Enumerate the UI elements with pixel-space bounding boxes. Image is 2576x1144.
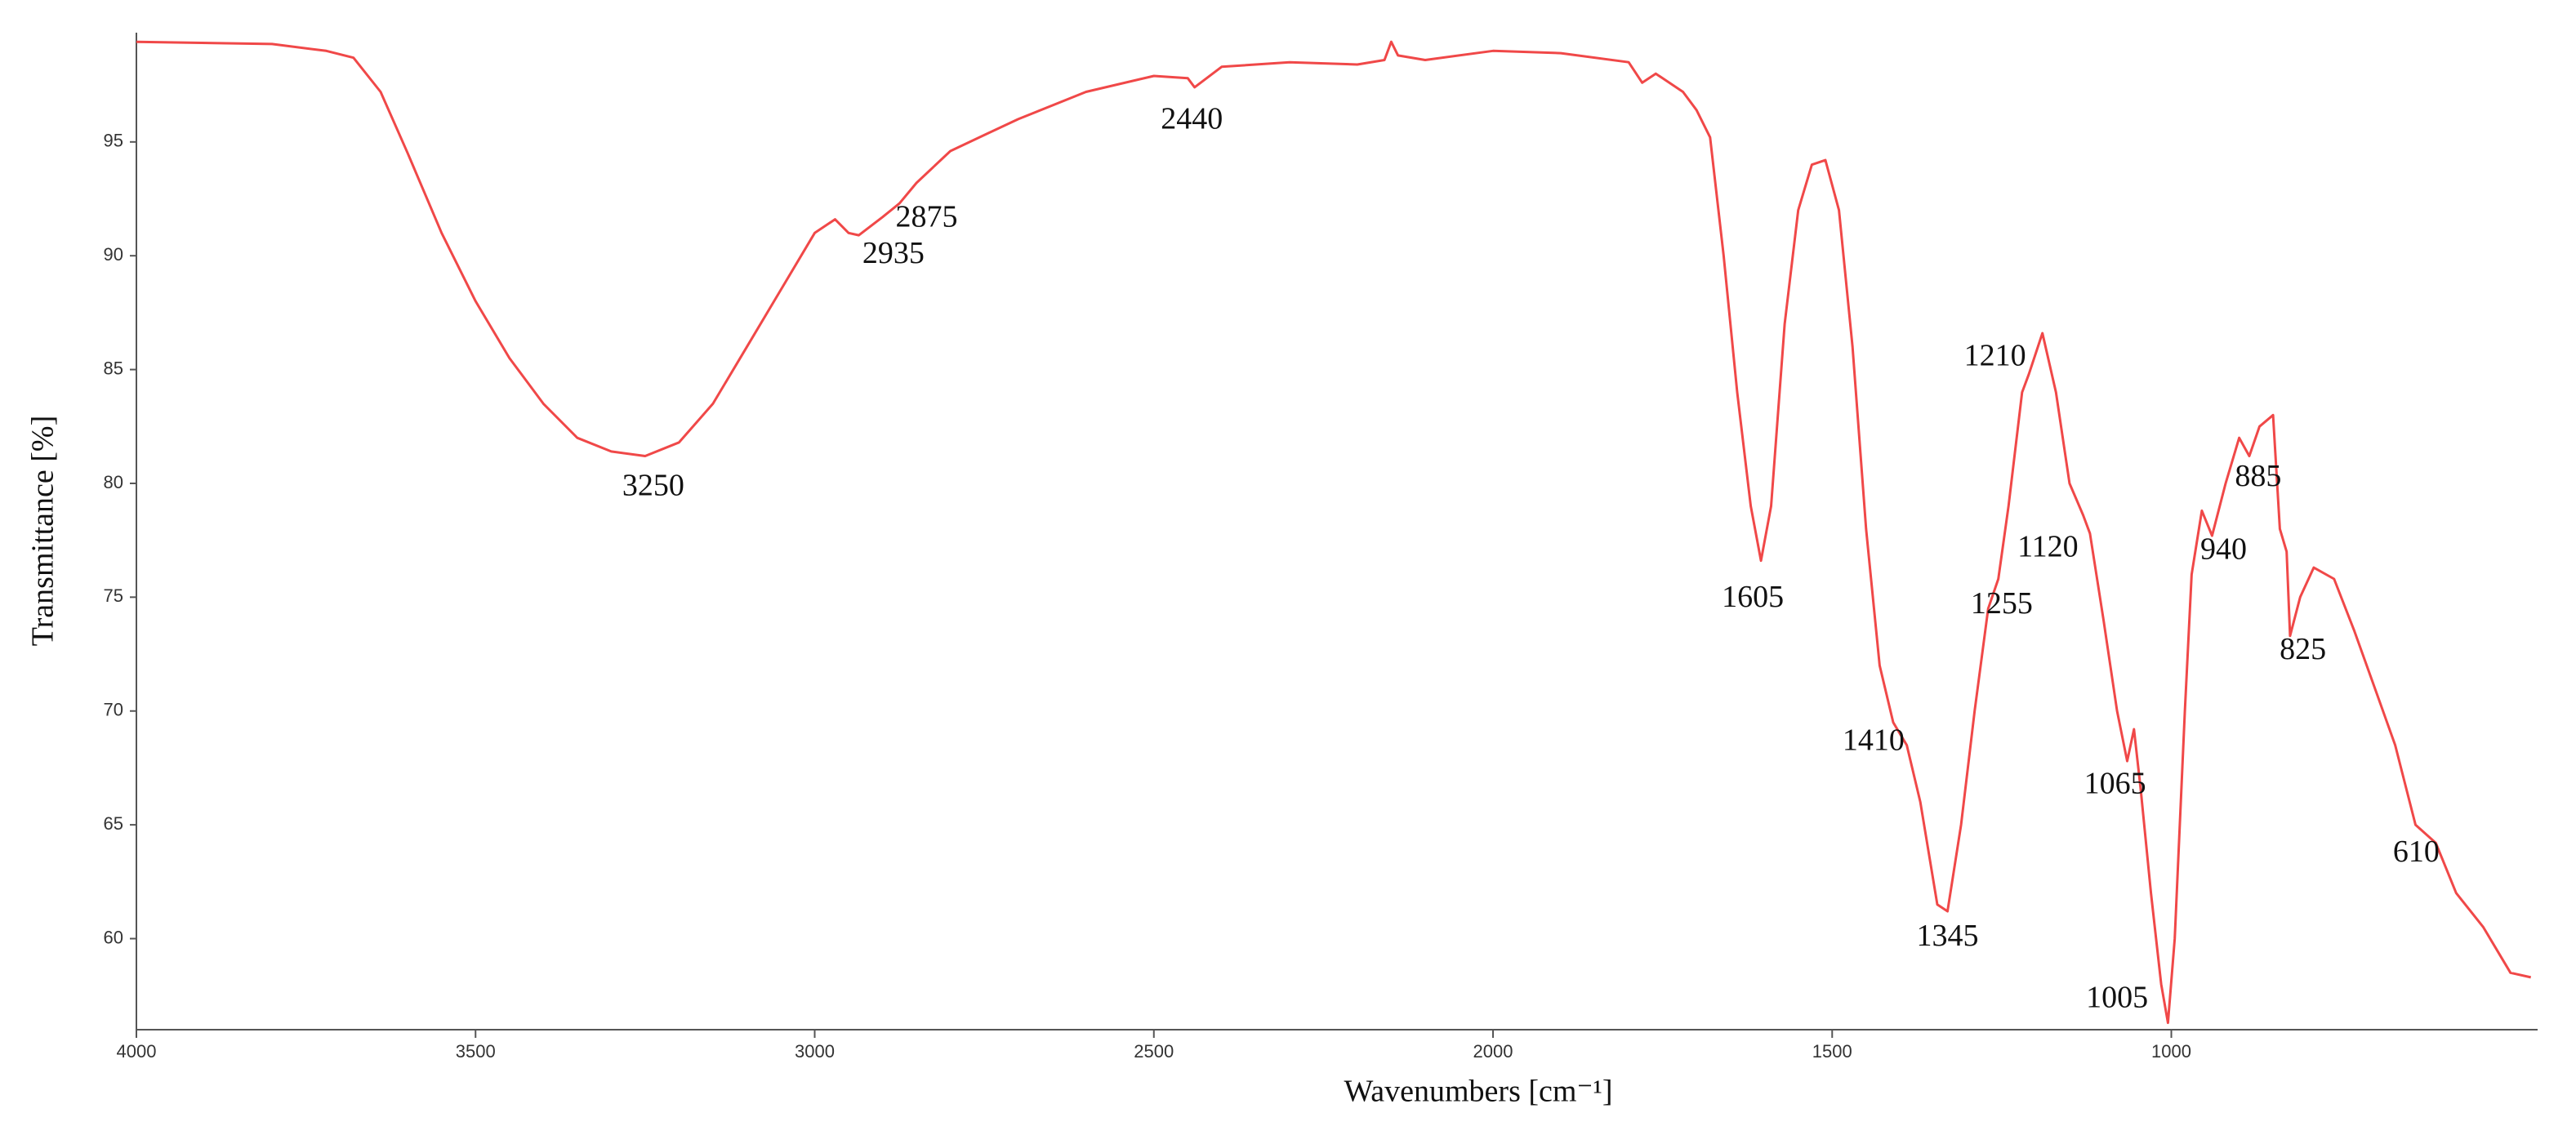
y-tick-label: 85 [104,358,123,378]
y-tick-label: 95 [104,131,123,151]
x-axis-label: Wavenumbers [cm⁻¹] [1344,1075,1612,1109]
y-tick-label: 80 [104,472,123,492]
peak-label: 1120 [2017,530,2079,564]
peak-label: 2440 [1161,101,1223,136]
peak-label: 1605 [1722,580,1784,614]
peak-label: 1210 [1964,338,2026,372]
peak-label: 1005 [2086,980,2148,1014]
y-tick-label: 60 [104,927,123,947]
spectrum-line [136,40,2532,1025]
y-tick-label: 65 [104,813,123,834]
x-tick-label: 1000 [2151,1041,2191,1062]
x-tick-label: 2500 [1134,1041,1174,1062]
peak-label: 2875 [896,199,958,234]
y-axis-label: Transmittance [%] [26,416,60,646]
peak-label: 1410 [1843,723,1905,757]
y-tick-label: 90 [104,244,123,265]
peak-label: 1255 [1971,586,2033,621]
peak-label: 2935 [862,236,925,270]
x-tick-label: 1500 [1812,1041,1852,1062]
peak-label: 885 [2235,459,2281,493]
peak-label: 3250 [622,468,684,502]
peak-label: 825 [2280,632,2326,666]
peak-label: 610 [2393,835,2440,869]
peak-label: 1345 [1916,919,1978,953]
peak-label: 1065 [2084,766,2146,800]
peak-label: 940 [2200,532,2247,566]
x-tick-label: 3000 [795,1041,835,1062]
y-tick-label: 75 [104,585,123,606]
y-tick-label: 70 [104,700,123,720]
x-tick-label: 2000 [1473,1041,1513,1062]
x-tick-label: 3500 [456,1041,496,1062]
x-tick-label: 4000 [117,1041,157,1062]
